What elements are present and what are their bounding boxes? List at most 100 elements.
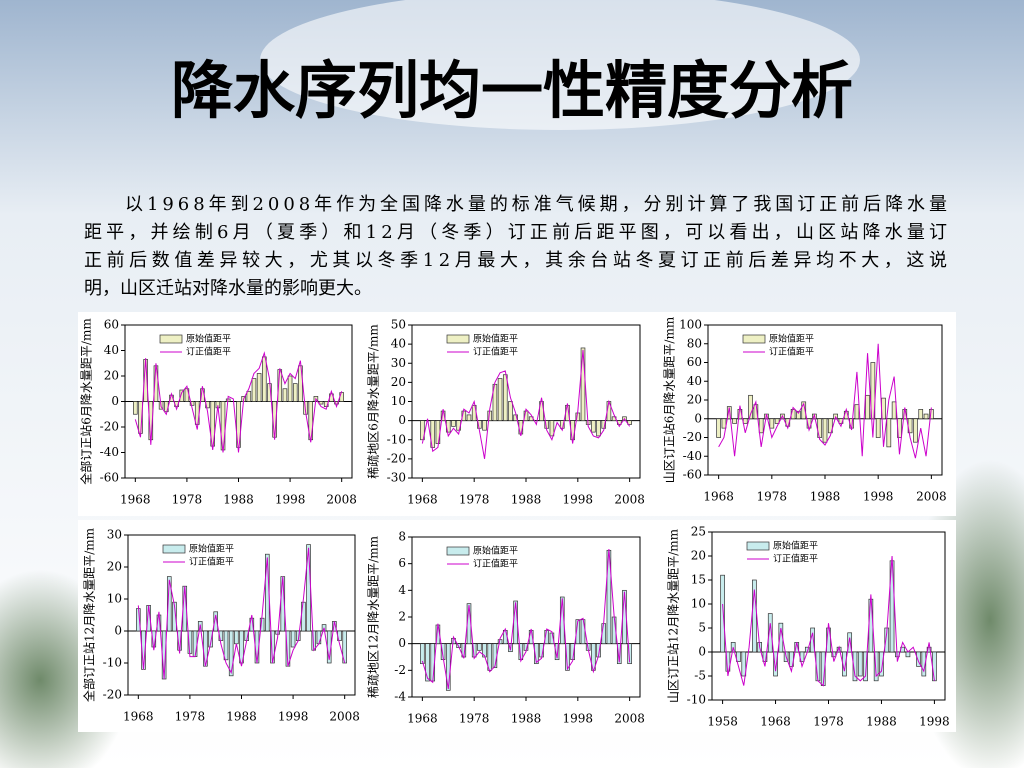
bar xyxy=(720,574,725,653)
bar xyxy=(262,356,267,402)
y-tick-label: 30 xyxy=(391,356,406,370)
y-tick-label: -2 xyxy=(394,663,406,677)
line xyxy=(421,349,631,459)
x-tick-label: 1978 xyxy=(175,710,206,724)
y-tick-label: 0 xyxy=(111,394,119,408)
x-tick-label: 2008 xyxy=(916,490,947,504)
bar xyxy=(316,630,322,645)
legend-label: 原始值距平 xyxy=(473,545,518,557)
bar xyxy=(863,651,868,682)
line xyxy=(421,548,631,690)
bar xyxy=(774,418,780,424)
x-tick-label: 1968 xyxy=(407,712,438,726)
y-tick-label: 5 xyxy=(698,621,706,635)
legend-label: 订正值距平 xyxy=(473,558,518,570)
bar xyxy=(918,409,924,420)
y-tick-label: -30 xyxy=(387,471,406,485)
y-tick-label: 20 xyxy=(104,369,119,383)
y-tick-label: 20 xyxy=(687,393,702,407)
bar xyxy=(627,643,632,665)
bar xyxy=(554,643,560,661)
legend-swatch xyxy=(162,544,186,554)
bar xyxy=(748,394,753,420)
bar xyxy=(334,401,339,405)
bar xyxy=(905,651,911,658)
bar xyxy=(228,630,234,677)
legend-label: 订正值距平 xyxy=(189,556,234,568)
x-tick-label: 1998 xyxy=(278,710,309,724)
y-tick-label: 25 xyxy=(691,525,706,539)
y-tick-label: -20 xyxy=(387,451,406,465)
y-tick-label: 0 xyxy=(398,413,406,427)
y-tick-label: -4 xyxy=(394,690,406,704)
y-tick-label: 80 xyxy=(687,336,702,350)
bar xyxy=(208,630,213,648)
y-axis-label: 山区订正站12月降水量距平/mm xyxy=(667,528,681,703)
bar xyxy=(246,390,252,402)
y-tick-label: 15 xyxy=(691,573,706,587)
y-tick-label: 2 xyxy=(398,610,406,624)
bar xyxy=(732,418,737,424)
y-tick-label: 0 xyxy=(398,636,406,650)
legend-label: 订正值距平 xyxy=(773,553,818,565)
y-tick-label: 0 xyxy=(114,624,122,638)
bar xyxy=(758,418,764,434)
legend-swatch xyxy=(446,334,470,344)
bar xyxy=(741,651,747,677)
x-tick-label: 1988 xyxy=(810,490,841,504)
bar xyxy=(133,401,138,415)
y-tick-label: 60 xyxy=(104,318,119,332)
bar xyxy=(256,373,262,402)
y-tick-label: 40 xyxy=(391,337,406,351)
line xyxy=(134,351,343,453)
bar xyxy=(420,643,425,665)
x-tick-label: 1968 xyxy=(120,493,151,507)
y-axis-label: 全部订正站6月降水量距平/mm xyxy=(79,318,94,485)
x-tick-label: 1978 xyxy=(459,712,490,726)
bar xyxy=(891,401,897,420)
cloud xyxy=(260,0,860,130)
legend-label: 订正值距平 xyxy=(186,346,231,358)
bar xyxy=(251,378,257,402)
bar xyxy=(166,576,172,632)
x-tick-label: 1998 xyxy=(563,712,594,726)
bar xyxy=(591,420,596,433)
bar xyxy=(179,389,185,402)
legend-swatch xyxy=(746,541,770,551)
bar xyxy=(451,420,456,427)
x-tick-label: 2008 xyxy=(326,493,357,507)
bar xyxy=(596,420,601,437)
bar xyxy=(430,420,436,448)
legend-label: 订正值距平 xyxy=(473,346,518,358)
x-tick-label: 1968 xyxy=(407,493,438,507)
legend-swatch xyxy=(159,334,183,344)
y-tick-label: -40 xyxy=(100,445,119,459)
bar xyxy=(502,374,508,421)
y-tick-label: -10 xyxy=(687,693,706,707)
bar xyxy=(926,646,932,653)
bar xyxy=(827,418,833,434)
bar xyxy=(239,630,244,664)
bar xyxy=(870,362,876,420)
bar xyxy=(721,418,727,429)
bar xyxy=(726,406,732,420)
y-tick-label: 4 xyxy=(398,583,406,597)
y-tick-label: 20 xyxy=(107,560,122,574)
legend-label: 原始值距平 xyxy=(186,333,231,345)
bar xyxy=(192,630,198,657)
y-tick-label: -20 xyxy=(100,420,119,434)
legend-label: 原始值距平 xyxy=(769,333,814,345)
bar xyxy=(282,388,288,402)
bar xyxy=(868,598,874,653)
x-tick-label: 1988 xyxy=(226,710,257,724)
bar xyxy=(921,651,927,677)
y-tick-label: 8 xyxy=(398,530,406,544)
y-tick-label: -20 xyxy=(103,688,122,702)
bar xyxy=(879,651,884,677)
y-tick-label: 20 xyxy=(391,375,406,389)
x-tick-label: 1978 xyxy=(459,493,490,507)
bar xyxy=(580,619,586,645)
line xyxy=(722,555,935,687)
